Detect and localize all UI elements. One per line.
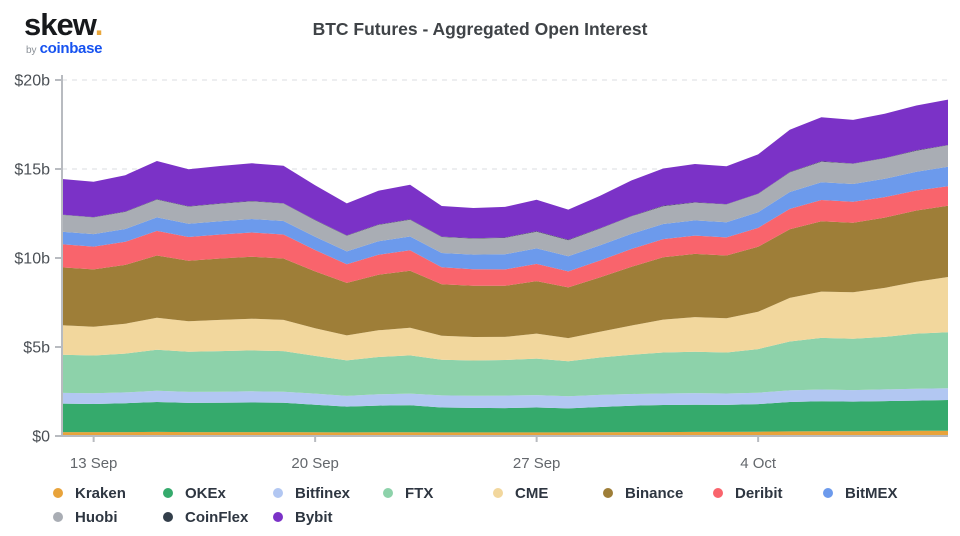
skew-logo-dot: . xyxy=(94,7,104,42)
area-cme xyxy=(62,277,948,362)
legend-color-dot xyxy=(603,488,613,498)
legend-color-dot xyxy=(383,488,393,498)
legend-label: FTX xyxy=(405,484,434,502)
legend-label: BitMEX xyxy=(845,484,898,502)
area-bybit xyxy=(62,99,948,240)
skew-logo-wordmark: skew. xyxy=(24,7,104,42)
legend-item-okex[interactable]: OKEx xyxy=(158,481,268,505)
skew-logo-byline: by coinbase xyxy=(24,41,102,57)
legend-item-cme[interactable]: CME xyxy=(488,481,598,505)
legend-label: Kraken xyxy=(75,484,126,502)
y-tick-label-10: $10b xyxy=(14,251,50,268)
area-binance xyxy=(62,205,948,339)
area-kraken xyxy=(62,430,948,436)
legend-label: CoinFlex xyxy=(185,508,249,526)
area-okex xyxy=(62,400,948,433)
legend-item-bybit[interactable]: Bybit xyxy=(268,505,378,529)
legend-label: Bybit xyxy=(295,508,333,526)
legend-item-deribit[interactable]: Deribit xyxy=(708,481,818,505)
skew-logo[interactable]: skew. by coinbase xyxy=(24,7,104,57)
area-huobi xyxy=(62,145,948,257)
coinbase-logo-text: coinbase xyxy=(39,40,103,57)
legend-color-dot xyxy=(493,488,503,498)
x-tick-label-3: 4 Oct xyxy=(740,455,777,472)
legend-item-kraken[interactable]: Kraken xyxy=(48,481,158,505)
legend-color-dot xyxy=(53,488,63,498)
legend-color-dot xyxy=(53,512,63,522)
y-tick-label-0: $0 xyxy=(32,429,50,446)
legend-color-dot xyxy=(273,488,283,498)
legend-color-dot xyxy=(823,488,833,498)
legend-item-ftx[interactable]: FTX xyxy=(378,481,488,505)
legend-item-binance[interactable]: Binance xyxy=(598,481,708,505)
legend-label: Bitfinex xyxy=(295,484,351,502)
legend-label: OKEx xyxy=(185,484,226,502)
chart-legend: Kraken OKEx Bitfinex FTX CME Binance Der… xyxy=(48,481,950,529)
skew-logo-text: skew xyxy=(24,7,96,42)
legend-label: Huobi xyxy=(75,508,118,526)
legend-label: Binance xyxy=(625,484,684,502)
area-deribit xyxy=(62,186,948,288)
x-tick-label-1: 20 Sep xyxy=(291,455,339,472)
legend-color-dot xyxy=(713,488,723,498)
area-bitmex xyxy=(62,166,948,272)
legend-item-bitfinex[interactable]: Bitfinex xyxy=(268,481,378,505)
y-tick-label-20: $20b xyxy=(14,73,50,90)
legend-label: CME xyxy=(515,484,549,502)
legend-item-bitmex[interactable]: BitMEX xyxy=(818,481,928,505)
legend-color-dot xyxy=(163,488,173,498)
y-tick-label-5: $5b xyxy=(23,340,50,357)
legend-color-dot xyxy=(163,512,173,522)
x-tick-label-2: 27 Sep xyxy=(513,455,561,472)
x-tick-label-0: 13 Sep xyxy=(70,455,118,472)
legend-item-huobi[interactable]: Huobi xyxy=(48,505,158,529)
y-tick-label-15: $15b xyxy=(14,162,50,179)
logo-by-text: by xyxy=(26,45,37,56)
area-bitfinex xyxy=(62,388,948,409)
legend-color-dot xyxy=(273,512,283,522)
chart-title: BTC Futures - Aggregated Open Interest xyxy=(312,19,648,39)
legend-item-coinflex[interactable]: CoinFlex xyxy=(158,505,268,529)
area-ftx xyxy=(62,332,948,397)
legend-label: Deribit xyxy=(735,484,783,502)
